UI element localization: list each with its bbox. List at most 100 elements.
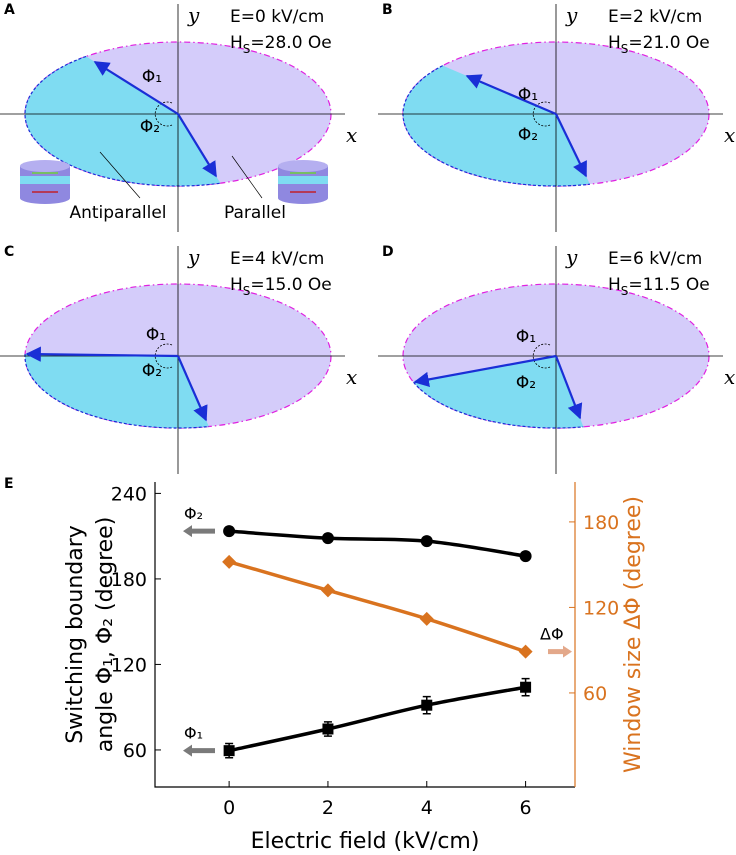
hs-label: HS=15.0 Oe — [230, 275, 332, 298]
y2-tick-label: 180 — [583, 512, 619, 534]
panel-label: C — [4, 244, 14, 260]
field-label: E=4 kV/cm — [230, 249, 324, 269]
y-axis-name: y — [187, 245, 200, 269]
tag-arrow-head — [563, 645, 572, 658]
y-axis-name: y — [187, 3, 200, 27]
y-tick-label: 240 — [111, 483, 147, 505]
region-label: Parallel — [224, 203, 286, 223]
data-point — [519, 550, 532, 563]
plot-frame — [154, 482, 575, 788]
boundary-vector — [554, 355, 583, 420]
phi2-label: Φ₂ — [140, 117, 160, 137]
phi1-label: Φ₁ — [142, 67, 162, 87]
data-point — [223, 745, 235, 757]
y-axis-name: y — [565, 3, 578, 27]
antiparallel-boundary — [24, 55, 221, 187]
field-label: E=2 kV/cm — [608, 7, 702, 27]
data-point — [321, 532, 334, 545]
hs-symbol: H — [608, 275, 621, 295]
hs-symbol: H — [230, 33, 243, 53]
x-axis-name: x — [724, 365, 735, 389]
series-tag: Φ₁ — [184, 724, 203, 743]
panel-label: A — [4, 2, 15, 18]
boundary-vector — [177, 113, 217, 178]
hs-symbol: H — [608, 33, 621, 53]
x-tick-label: 2 — [322, 797, 334, 819]
series-line — [228, 685, 526, 753]
boundary-vector — [93, 61, 179, 115]
hs-label: HS=21.0 Oe — [608, 33, 710, 56]
stack-top — [278, 160, 328, 172]
y2-axis-label: Window size ΔΦ (degree) — [621, 496, 646, 773]
x-axis-name: x — [724, 123, 735, 147]
data-point — [419, 611, 434, 626]
hs-subscript: S — [243, 284, 251, 298]
stack-spacer — [278, 176, 328, 184]
x-tick-label: 6 — [520, 797, 532, 819]
boundary-vector — [413, 354, 557, 388]
tag-arrow-head — [183, 525, 192, 538]
antiparallel-region — [402, 65, 590, 186]
phi2-label: Φ₂ — [518, 125, 538, 145]
y-tick-label: 120 — [111, 654, 147, 676]
hs-value: =21.0 Oe — [628, 33, 709, 53]
data-point — [322, 723, 334, 735]
phi2-label: Φ₂ — [142, 361, 162, 381]
panel: D E=6 kV/cm HS=11.5 Oe y x Φ₁ Φ₂ — [378, 244, 735, 474]
x-axis-label: Electric field (kV/cm) — [251, 829, 480, 854]
antiparallel-boundary — [24, 353, 209, 429]
hs-subscript: S — [243, 42, 251, 56]
panel-label: D — [382, 244, 394, 260]
y-axis-name: y — [565, 245, 578, 269]
data-point — [420, 535, 433, 548]
stack-icon — [20, 160, 70, 204]
phi1-label: Φ₁ — [146, 325, 166, 345]
hs-value: =28.0 Oe — [250, 33, 331, 53]
antiparallel-region — [25, 353, 209, 428]
y-axis-label: Switching boundary — [63, 525, 88, 744]
leader-line — [231, 155, 263, 199]
phi1-label: Φ₁ — [516, 327, 536, 347]
hs-value: =11.5 Oe — [628, 275, 709, 295]
panel: B E=2 kV/cm HS=21.0 Oe y x Φ₁ Φ₂ — [378, 2, 735, 232]
series-tag: ΔΦ — [540, 625, 564, 644]
antiparallel-boundary — [402, 65, 591, 187]
panel: A E=0 kV/cm HS=28.0 Oe y x Φ₁ Φ₂ Antiparallel Pa… — [0, 2, 357, 232]
x-axis-name: x — [346, 123, 357, 147]
y-tick-label: 60 — [123, 740, 147, 762]
antiparallel-boundary — [413, 381, 584, 429]
boundary-vector — [25, 346, 179, 362]
hs-subscript: S — [621, 284, 629, 298]
data-point — [222, 554, 237, 569]
panel-label: B — [382, 2, 393, 18]
boundary-vector — [555, 113, 587, 178]
data-point — [223, 525, 236, 538]
panel: C E=4 kV/cm HS=15.0 Oe y x Φ₁ Φ₂ — [0, 244, 357, 474]
leader-line — [99, 151, 141, 199]
stack-bottom — [278, 192, 328, 204]
x-axis-name: x — [346, 365, 357, 389]
y-axis-label: angle Φ₁, Φ₂ (degree) — [93, 517, 118, 753]
stack-spacer — [20, 176, 70, 184]
region-label: Antiparallel — [69, 203, 166, 223]
phi2-label: Φ₂ — [516, 373, 536, 393]
stack-top — [20, 160, 70, 172]
series-line — [228, 560, 527, 654]
x-tick-label: 4 — [421, 797, 433, 819]
tag-arrow-head — [183, 744, 192, 757]
boundary-vector — [465, 74, 557, 116]
field-label: E=6 kV/cm — [608, 249, 702, 269]
phi1-label: Φ₁ — [518, 85, 538, 105]
field-label: E=0 kV/cm — [230, 7, 324, 27]
hs-label: HS=28.0 Oe — [230, 33, 332, 56]
stack-icon — [278, 160, 328, 204]
y2-tick-label: 120 — [583, 597, 619, 619]
panel-label: E — [4, 476, 14, 492]
hs-value: =15.0 Oe — [250, 275, 331, 295]
x-tick-label: 0 — [223, 797, 235, 819]
data-point — [520, 681, 532, 693]
antiparallel-region — [24, 56, 221, 187]
y2-tick-label: 60 — [583, 683, 607, 705]
